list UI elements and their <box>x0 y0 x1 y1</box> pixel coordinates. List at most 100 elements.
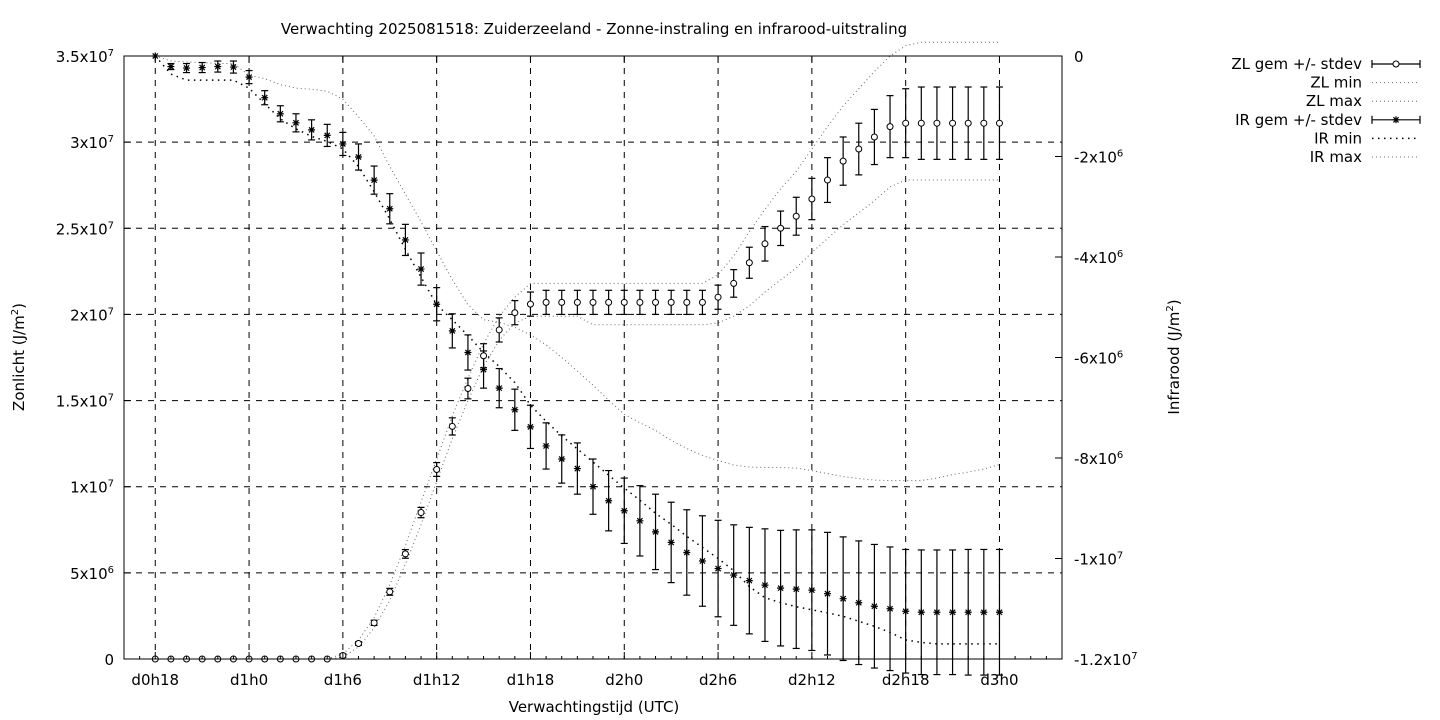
x-tick-label: d2h18 <box>882 671 930 689</box>
x-axis-ticks: d0h18 d1h0 d1h6 d1h12 d1h18 d2h0 d2h6 d2h12 d2h1… <box>131 56 1047 689</box>
ir-point <box>495 384 503 392</box>
zl-point <box>698 298 706 306</box>
zl-point <box>980 119 988 127</box>
zl-point <box>511 309 519 317</box>
series-line-ir-max <box>155 55 1000 482</box>
ir-point <box>183 64 191 72</box>
y2-tick-label: -4x106 <box>1074 249 1123 267</box>
zl-point <box>573 298 581 306</box>
y2-tick-label: -6x106 <box>1074 350 1123 368</box>
ir-point <box>933 608 941 616</box>
ir-point <box>261 94 269 102</box>
ir-point <box>667 538 675 546</box>
ir-point <box>808 586 816 594</box>
zl-point <box>480 352 488 360</box>
ir-point <box>652 528 660 536</box>
legend-label: IR gem +/- stdev <box>1235 111 1362 129</box>
ir-point <box>792 585 800 593</box>
x-tick-label: d1h0 <box>230 671 268 689</box>
zl-point <box>824 176 831 184</box>
ir-point <box>761 581 769 589</box>
ir-point <box>323 131 331 139</box>
y2-tick-label: 0 <box>1074 48 1084 66</box>
legend-marker-circle <box>1392 60 1400 68</box>
x-tick-label: d1h12 <box>413 671 461 689</box>
ir-point <box>417 265 425 273</box>
zl-point <box>667 298 675 306</box>
zl-point <box>433 465 441 473</box>
ir-point <box>839 595 847 603</box>
y2-tick-label: -1x107 <box>1074 551 1123 569</box>
y-tick-label: 1.5x107 <box>56 393 114 411</box>
ir-point <box>245 73 253 81</box>
ir-point <box>292 119 300 127</box>
ir-point <box>777 584 785 592</box>
zl-point <box>902 119 910 127</box>
ir-point <box>526 423 534 431</box>
y2-tick-label: -8x106 <box>1074 450 1123 468</box>
zl-point <box>370 619 378 627</box>
zl-point <box>558 298 566 306</box>
zl-point <box>526 300 534 308</box>
ir-point <box>636 517 644 525</box>
x-tick-label: d2h0 <box>605 671 643 689</box>
zl-point <box>605 298 613 306</box>
x-tick-label: d3h0 <box>980 671 1018 689</box>
zl-point <box>714 293 722 301</box>
zl-point <box>855 145 863 153</box>
ir-point <box>714 565 722 573</box>
ir-point <box>824 590 831 598</box>
ir-point <box>214 63 222 71</box>
ir-point <box>870 602 878 610</box>
zl-point <box>589 298 597 306</box>
zl-point <box>792 212 800 220</box>
zl-point <box>620 298 628 306</box>
ir-point <box>730 571 738 579</box>
ir-point <box>542 442 550 450</box>
ir-point <box>308 126 316 134</box>
y-tick-label: 1x107 <box>70 479 114 497</box>
ir-point <box>605 497 613 505</box>
ir-point <box>276 110 284 118</box>
zl-point <box>933 119 941 127</box>
ir-point <box>886 605 894 613</box>
ir-point <box>683 548 691 556</box>
zl-point <box>964 119 972 127</box>
ir-point <box>964 608 972 616</box>
legend-label: IR min <box>1314 129 1362 147</box>
ir-point <box>386 205 394 213</box>
zl-point <box>839 157 847 165</box>
x-tick-label: d2h6 <box>699 671 737 689</box>
y2-tick-label: -2x106 <box>1074 149 1123 167</box>
ir-point <box>433 300 441 308</box>
ir-point <box>917 608 925 616</box>
ir-point <box>198 64 206 72</box>
ir-point <box>448 327 456 335</box>
ir-point <box>855 599 863 607</box>
error-bars <box>167 60 1003 676</box>
y-tick-label: 0 <box>104 651 114 669</box>
series-line-ir-min <box>154 55 1000 645</box>
series-line-zl-min <box>155 179 1000 660</box>
zl-point <box>495 326 503 334</box>
zl-point <box>401 550 409 558</box>
ir-point <box>949 608 957 616</box>
ir-point <box>698 557 706 565</box>
ir-point <box>167 63 175 71</box>
x-tick-label: d1h18 <box>507 671 555 689</box>
zl-point <box>777 224 785 232</box>
y2-axis-ticks: 0 -2x106 -4x106 -6x106 -8x106 -1x107 -1.2x107 <box>1055 48 1138 669</box>
zl-point <box>761 240 769 248</box>
zl-point <box>355 639 362 647</box>
legend-marker-star <box>1392 116 1400 124</box>
ir-point <box>558 455 566 463</box>
zl-point <box>745 259 753 267</box>
ir-point <box>355 153 362 161</box>
legend-label: IR max <box>1310 148 1362 166</box>
zl-point <box>995 119 1003 127</box>
y-tick-label: 5x106 <box>70 565 114 583</box>
y-axis-ticks: 0 5x106 1x107 1.5x107 2x107 2.5x107 3x107 3.5x1… <box>56 48 131 669</box>
ir-point <box>401 236 409 244</box>
